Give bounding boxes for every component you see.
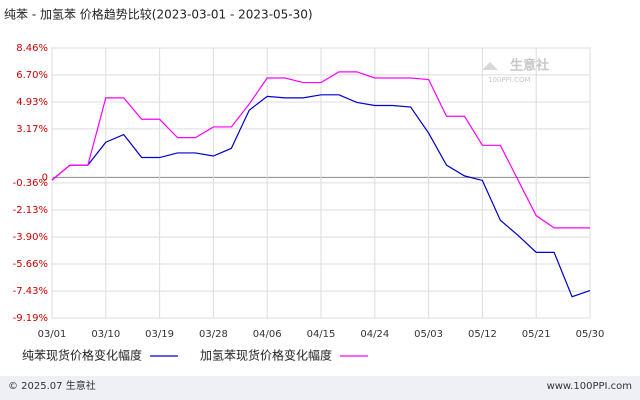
y-tick-label: -5.66% xyxy=(13,259,48,270)
x-tick-label: 05/03 xyxy=(414,329,443,340)
legend-label: 加氢苯现货价格变化幅度 xyxy=(200,348,332,363)
series-line xyxy=(51,94,591,298)
watermark-url: 100PPI.COM xyxy=(488,76,531,84)
series-line xyxy=(51,71,590,229)
footer-right: www.100PPI.com xyxy=(547,381,632,392)
x-tick-label: 03/10 xyxy=(91,329,120,340)
y-tick-label: -7.43% xyxy=(13,286,48,297)
x-tick-label: 04/06 xyxy=(253,329,282,340)
y-tick-label: -3.90% xyxy=(13,232,48,243)
watermark-icon xyxy=(482,62,498,70)
legend-label: 纯苯现货价格变化幅度 xyxy=(22,348,142,363)
x-tick-label: 04/24 xyxy=(360,329,389,340)
footer-bar xyxy=(0,376,640,400)
y-tick-label: -0.36% xyxy=(13,178,48,189)
y-tick-label: -9.19% xyxy=(13,313,48,324)
y-tick-label: 6.70% xyxy=(16,70,48,81)
watermark: 生意社 xyxy=(510,58,549,74)
y-tick-label: 8.46% xyxy=(16,43,48,54)
y-tick-label: -2.13% xyxy=(13,205,48,216)
x-tick-label: 04/15 xyxy=(307,329,336,340)
y-tick-label: 3.17% xyxy=(16,124,48,135)
x-tick-label: 05/30 xyxy=(576,329,605,340)
x-tick-label: 03/01 xyxy=(38,329,67,340)
x-tick-label: 05/21 xyxy=(522,329,551,340)
x-tick-label: 03/19 xyxy=(145,329,174,340)
x-tick-label: 05/12 xyxy=(468,329,497,340)
footer-left: © 2025.07 生意社 xyxy=(8,379,96,392)
y-tick-label: 0 xyxy=(42,172,48,183)
chart-title: 纯苯 - 加氢苯 价格趋势比较(2023-03-01 - 2023-05-30) xyxy=(4,7,313,22)
y-tick-label: 4.93% xyxy=(16,97,48,108)
x-tick-label: 03/28 xyxy=(199,329,228,340)
